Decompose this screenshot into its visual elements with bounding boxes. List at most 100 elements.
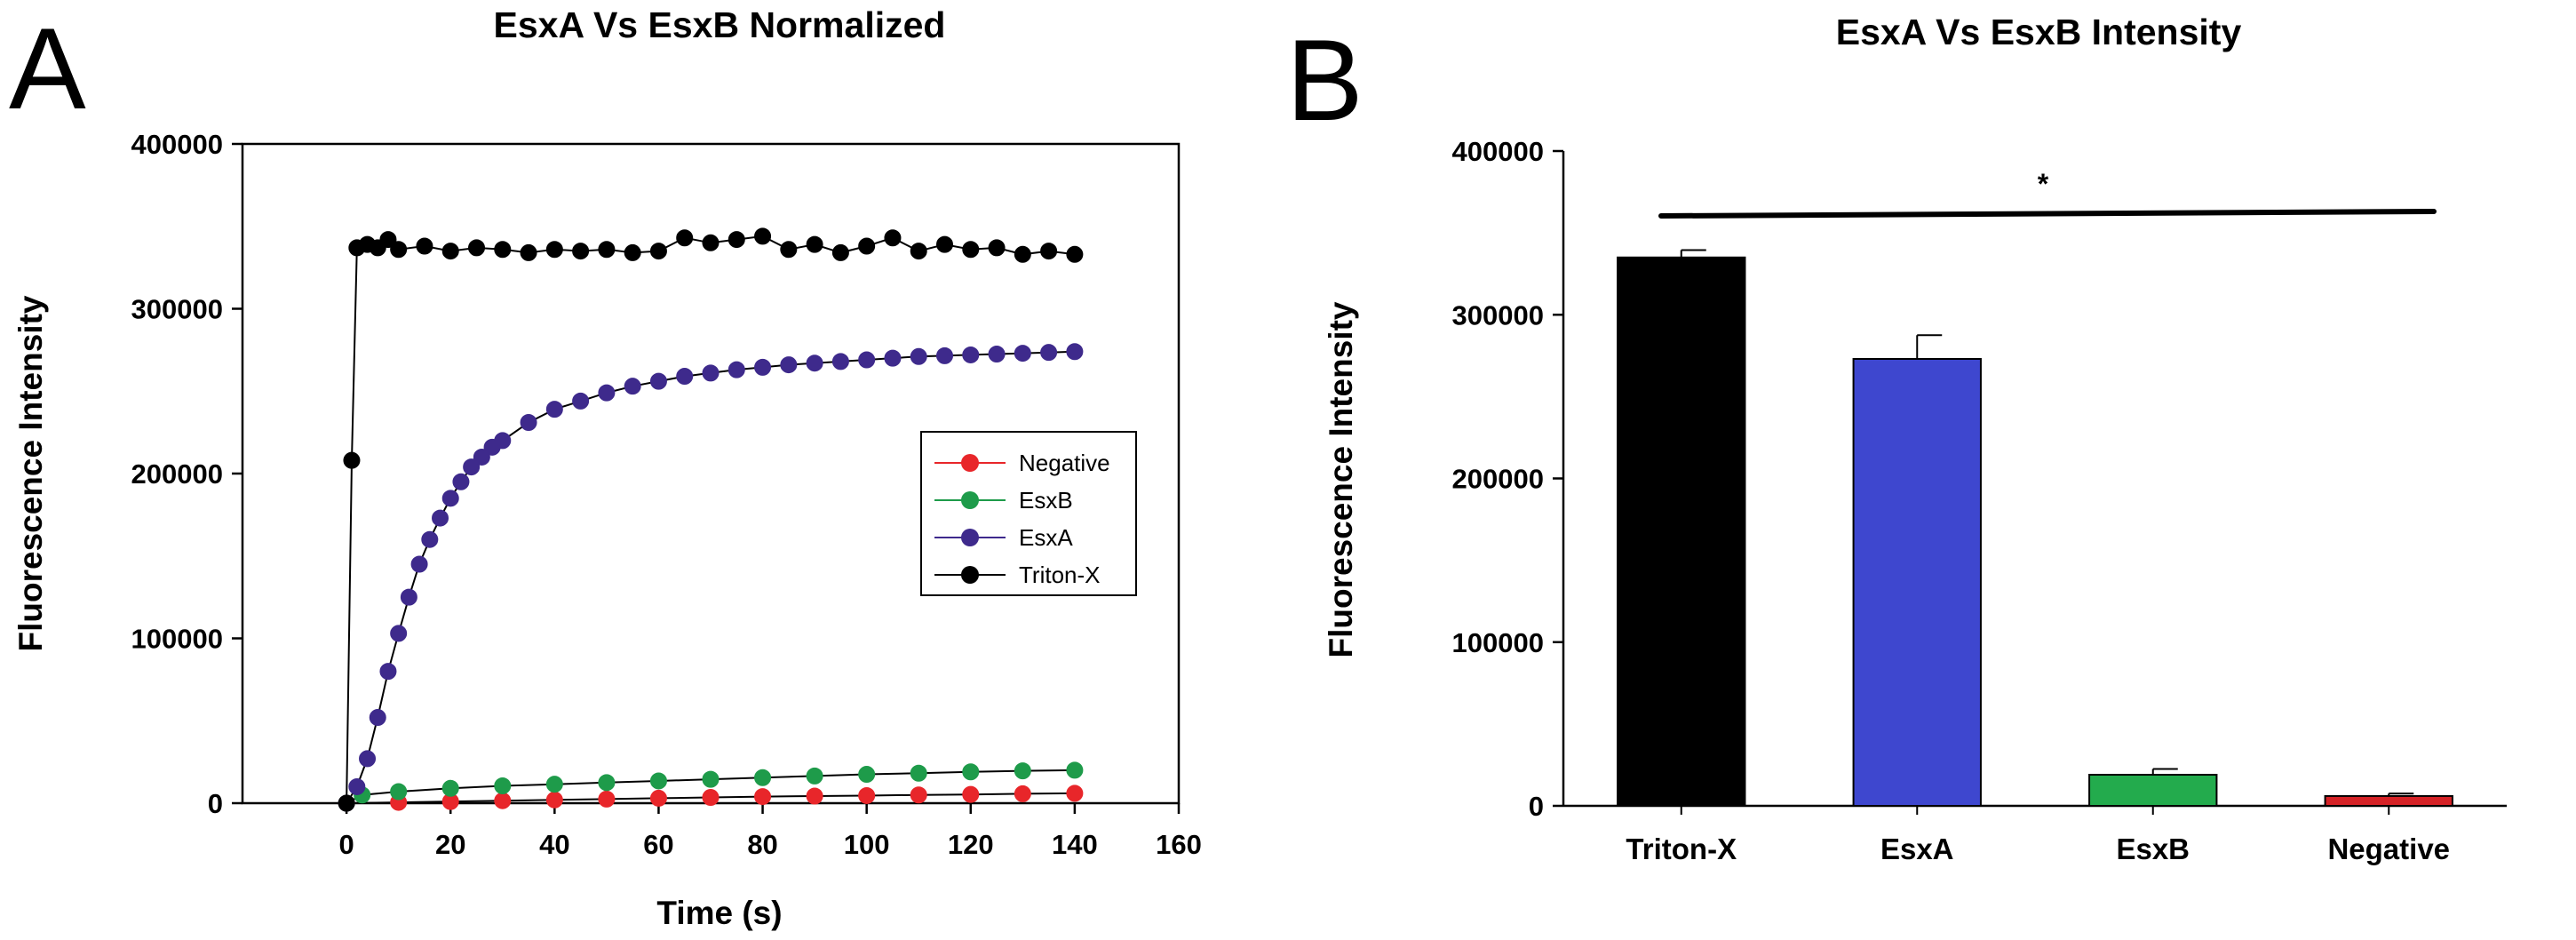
data-point	[520, 243, 537, 261]
data-point	[649, 772, 667, 790]
y-tick-label: 200000	[131, 458, 223, 490]
data-point	[1040, 344, 1058, 362]
data-point	[390, 625, 408, 642]
data-point	[936, 347, 953, 364]
data-point	[410, 555, 428, 573]
data-point	[545, 241, 563, 259]
data-point	[754, 769, 772, 786]
panel-a-line-chart: A EsxA Vs EsxB Normalized 0 100000 200000 3…	[9, 4, 1202, 931]
data-point	[858, 237, 876, 255]
data-point	[390, 241, 408, 259]
data-point	[806, 354, 823, 372]
data-point	[858, 786, 876, 804]
data-point	[754, 788, 772, 806]
data-point	[1066, 761, 1084, 779]
bar-triton-x: Triton-X	[1617, 249, 1746, 865]
data-point	[1066, 245, 1084, 263]
data-point	[936, 235, 953, 253]
data-point	[1014, 245, 1031, 263]
legend-marker	[961, 566, 979, 584]
bar-esxa: EsxA	[1852, 334, 1982, 865]
data-point	[910, 786, 927, 804]
data-point	[780, 241, 798, 259]
data-point	[348, 777, 366, 795]
x-tick-label: 100	[844, 829, 890, 860]
data-point	[359, 750, 377, 768]
bar	[1852, 357, 1982, 807]
data-point	[1066, 785, 1084, 802]
data-point	[598, 241, 616, 259]
data-point	[421, 530, 439, 548]
data-point	[468, 239, 485, 257]
panel-a-x-axis: 0 20 40 60 80 100 120 140 160	[338, 803, 1202, 860]
panel-b-title: EsxA Vs EsxB Intensity	[1836, 12, 2242, 52]
data-point	[452, 473, 470, 490]
data-point	[1040, 243, 1058, 260]
x-tick-label: 60	[643, 829, 673, 860]
data-point	[962, 241, 980, 259]
x-tick-label: 40	[539, 829, 569, 860]
data-point	[379, 231, 397, 249]
data-point	[598, 774, 616, 792]
panel-a-legend: Negative EsxB EsxA Triton-X	[920, 431, 1137, 596]
panel-a-letter: A	[9, 4, 86, 133]
y-tick-label: 300000	[1452, 299, 1544, 331]
bar	[1617, 256, 1746, 807]
y-tick-label: 300000	[131, 294, 223, 325]
x-tick-label: 140	[1052, 829, 1098, 860]
data-point	[416, 237, 433, 255]
series-esxb	[338, 761, 1084, 812]
data-point	[727, 361, 745, 378]
data-point	[545, 791, 563, 809]
bar	[2324, 794, 2453, 808]
x-tick-label: 20	[435, 829, 465, 860]
panel-a-series	[338, 227, 1084, 812]
data-point	[962, 346, 980, 363]
category-label: EsxB	[2116, 832, 2190, 865]
y-tick-label: 0	[1529, 791, 1544, 822]
data-point	[988, 346, 1006, 363]
data-point	[884, 349, 902, 367]
panel-b-letter: B	[1286, 15, 1364, 145]
data-point	[806, 235, 823, 253]
category-label: Triton-X	[1626, 832, 1737, 865]
data-point	[379, 663, 397, 681]
bar	[2088, 773, 2218, 807]
legend-label: EsxB	[1019, 487, 1073, 514]
y-tick-label: 400000	[1452, 136, 1544, 167]
data-point	[432, 509, 449, 527]
data-point	[702, 234, 720, 251]
data-point	[910, 347, 927, 365]
data-point	[473, 448, 490, 466]
legend-marker	[961, 454, 979, 472]
data-point	[831, 353, 849, 370]
data-point	[572, 392, 590, 410]
data-point	[441, 243, 459, 260]
data-point	[369, 709, 386, 727]
series-esxa	[338, 343, 1084, 812]
panel-b-bar-chart: B EsxA Vs EsxB Intensity 0 100000 200000 30…	[1286, 12, 2507, 865]
data-point	[343, 451, 361, 469]
data-point	[545, 401, 563, 418]
data-point	[858, 766, 876, 784]
panel-b-significance: *	[1658, 168, 2437, 219]
panel-b-y-axis: 0 100000 200000 300000 400000	[1452, 136, 1563, 822]
significance-bracket	[1658, 209, 2437, 219]
panel-a-x-axis-label: Time (s)	[656, 895, 782, 931]
data-point	[702, 770, 720, 788]
panel-b-y-axis-label: Fluorescence Intensity	[1323, 301, 1359, 657]
series-line	[346, 769, 1075, 804]
data-point	[727, 231, 745, 249]
y-tick-label: 200000	[1452, 464, 1544, 495]
data-point	[754, 227, 772, 245]
data-point	[702, 789, 720, 807]
data-point	[390, 783, 408, 801]
data-point	[884, 229, 902, 247]
legend-label: Negative	[1019, 450, 1110, 476]
panel-a-y-axis: 0 100000 200000 300000 400000	[131, 129, 242, 819]
data-point	[494, 241, 512, 259]
data-point	[572, 243, 590, 260]
data-point	[676, 368, 694, 386]
data-point	[780, 356, 798, 374]
